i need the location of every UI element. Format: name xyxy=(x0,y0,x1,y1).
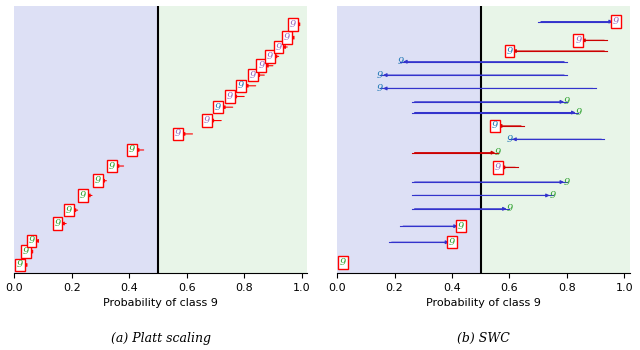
Text: 9: 9 xyxy=(129,146,135,154)
X-axis label: Probability of class 9: Probability of class 9 xyxy=(104,298,218,308)
Bar xyxy=(14,6,158,273)
Text: 9: 9 xyxy=(495,148,501,157)
Text: 9: 9 xyxy=(204,116,210,125)
Text: 9: 9 xyxy=(575,108,582,117)
Text: 9: 9 xyxy=(492,121,498,131)
Text: 9: 9 xyxy=(549,191,556,200)
Text: 9: 9 xyxy=(17,260,23,270)
Text: 9: 9 xyxy=(506,135,513,144)
Text: 9: 9 xyxy=(377,71,383,79)
Text: 9: 9 xyxy=(258,61,264,70)
Text: 9: 9 xyxy=(227,92,233,101)
Bar xyxy=(481,6,630,273)
Text: 9: 9 xyxy=(495,163,501,172)
Text: 9: 9 xyxy=(458,222,464,231)
Text: 9: 9 xyxy=(175,130,181,139)
Text: (a) Platt scaling: (a) Platt scaling xyxy=(111,332,211,345)
Text: 9: 9 xyxy=(340,258,346,267)
Text: 9: 9 xyxy=(275,42,282,51)
Bar xyxy=(158,6,307,273)
Text: 9: 9 xyxy=(397,57,403,66)
Text: (b) SWC: (b) SWC xyxy=(457,332,510,345)
X-axis label: Probability of class 9: Probability of class 9 xyxy=(426,298,541,308)
Text: 9: 9 xyxy=(66,206,72,215)
Text: 9: 9 xyxy=(250,71,256,79)
Text: 9: 9 xyxy=(267,52,273,61)
Text: 9: 9 xyxy=(284,33,291,42)
Text: 9: 9 xyxy=(575,36,582,45)
Text: 9: 9 xyxy=(80,191,86,200)
Text: 9: 9 xyxy=(109,161,115,170)
Text: 9: 9 xyxy=(377,84,383,93)
Text: 9: 9 xyxy=(290,20,296,29)
Text: 9: 9 xyxy=(54,219,61,228)
Text: 9: 9 xyxy=(564,177,570,187)
Text: 9: 9 xyxy=(564,97,570,106)
Text: 9: 9 xyxy=(215,103,221,112)
Text: 9: 9 xyxy=(506,204,513,213)
Bar xyxy=(337,6,481,273)
Text: 9: 9 xyxy=(28,236,35,245)
Text: 9: 9 xyxy=(95,176,100,185)
Text: 9: 9 xyxy=(612,17,619,26)
Text: 9: 9 xyxy=(449,238,455,247)
Text: 9: 9 xyxy=(506,47,513,56)
Text: 9: 9 xyxy=(23,247,29,256)
Text: 9: 9 xyxy=(238,81,244,90)
